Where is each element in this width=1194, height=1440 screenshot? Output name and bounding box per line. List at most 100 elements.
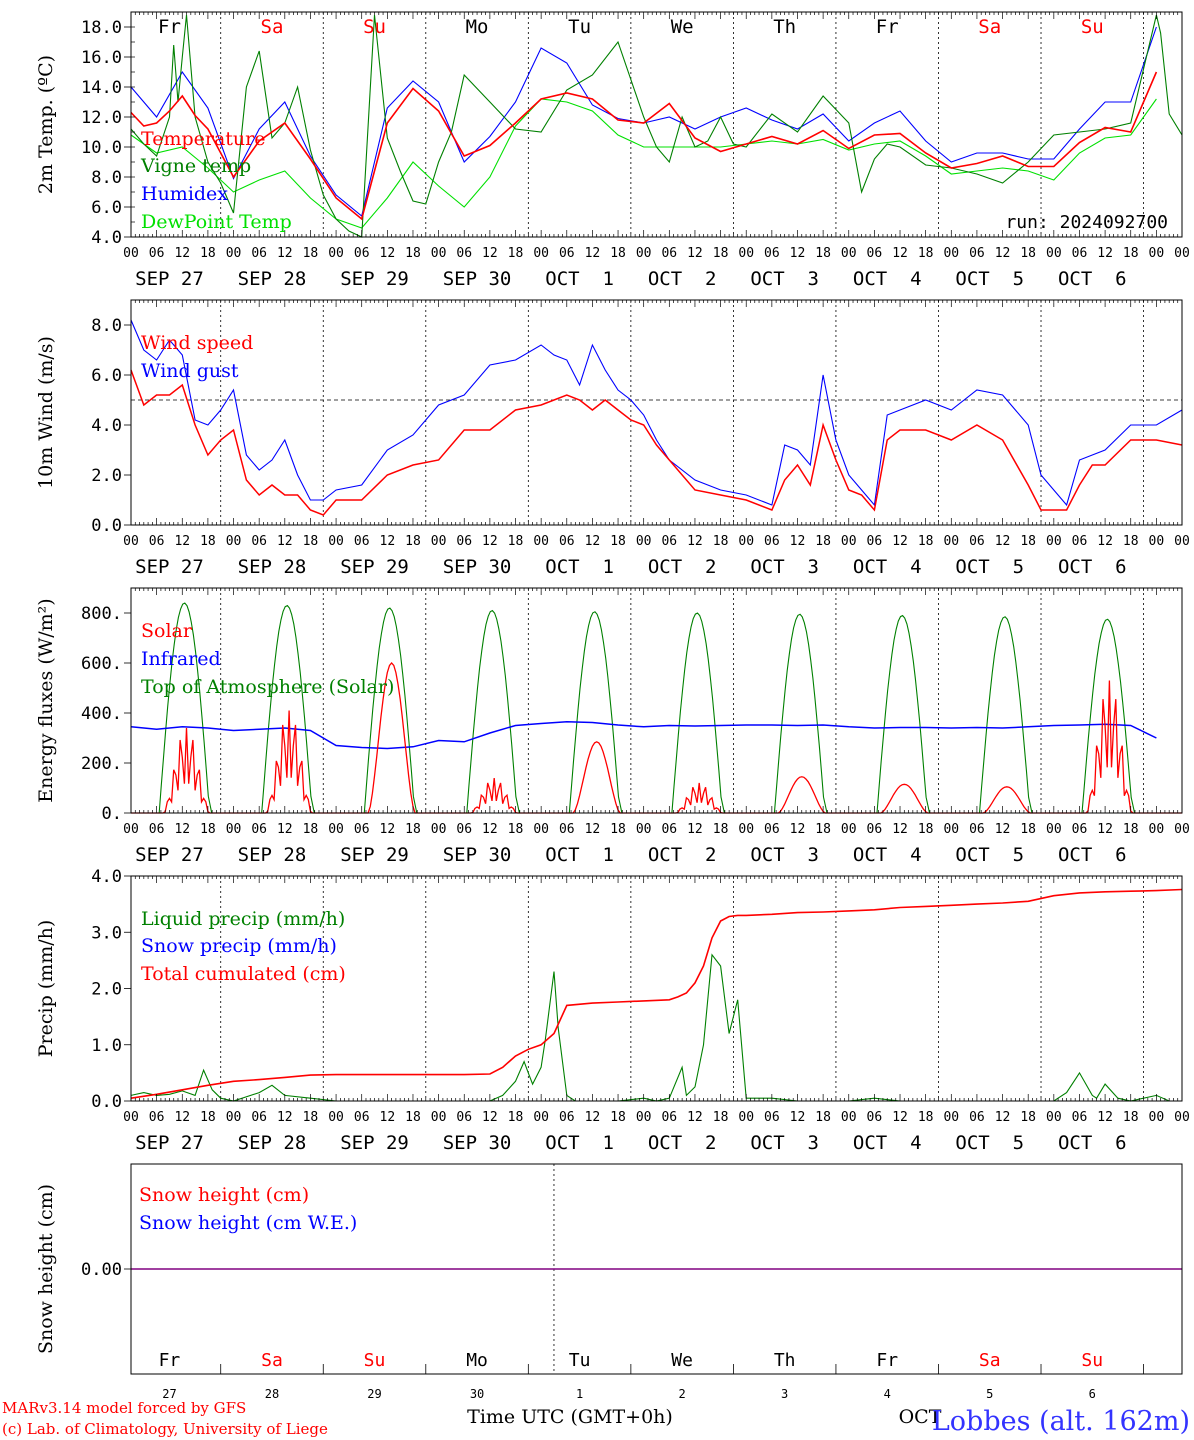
date-label: SEP 27 [135, 556, 204, 578]
hour-tick-label: 18 [1123, 534, 1139, 549]
hour-tick-label: 18 [1020, 246, 1036, 261]
legend-entry: Snow height (cm W.E.) [139, 1212, 357, 1234]
hour-tick-label: 12 [482, 534, 498, 549]
hour-tick-label: 18 [918, 1110, 934, 1125]
hour-tick-label: 18 [610, 822, 626, 837]
date-label: OCT 2 [648, 844, 717, 866]
day-number-label: 2 [679, 1387, 686, 1401]
hour-tick-label: 06 [764, 822, 780, 837]
hour-tick-label: 00 [1046, 534, 1062, 549]
hour-tick-label: 00 [841, 1110, 857, 1125]
hour-tick-label: 12 [892, 246, 908, 261]
hour-tick-label: 18 [815, 534, 831, 549]
hour-tick-label: 00 [1149, 534, 1165, 549]
date-label: OCT 6 [1058, 1132, 1127, 1154]
hour-tick-label: 06 [354, 534, 370, 549]
hour-tick-label: 00 [533, 822, 549, 837]
y-tick-label: 12.0 [81, 108, 122, 128]
hour-tick-label: 06 [149, 1110, 165, 1125]
weekday-label: Su [1081, 1350, 1103, 1371]
hour-tick-label: 00 [533, 534, 549, 549]
hour-tick-label: 12 [585, 1110, 601, 1125]
hour-tick-label: 18 [1020, 1110, 1036, 1125]
hour-tick-label: 06 [1072, 822, 1088, 837]
wind-gust-line [130, 319, 1183, 507]
hour-tick-label: 00 [943, 534, 959, 549]
day-number-label: 1 [576, 1387, 583, 1401]
hour-tick-label: 00 [123, 534, 139, 549]
hour-tick-label: 06 [251, 534, 267, 549]
day-number-label: 30 [470, 1387, 484, 1401]
hour-tick-label: 12 [482, 246, 498, 261]
hour-tick-label: 18 [1123, 246, 1139, 261]
y-tick-label: 6.0 [91, 366, 122, 386]
date-label: SEP 30 [443, 1132, 512, 1154]
date-label: SEP 29 [340, 268, 409, 290]
hour-tick-label: 06 [149, 246, 165, 261]
hour-tick-label: 00 [431, 246, 447, 261]
hour-tick-label: 00 [123, 822, 139, 837]
weekday-label: Sa [261, 1350, 283, 1371]
hour-tick-label: 12 [174, 1110, 190, 1125]
hour-tick-label: 12 [995, 1110, 1011, 1125]
x-axis-title: Time UTC (GMT+0h) [467, 1406, 673, 1428]
panel-frame-1 [130, 11, 1183, 238]
weekday-label: Sa [979, 1350, 1001, 1371]
temperature-line [130, 71, 1158, 221]
date-label: SEP 30 [443, 844, 512, 866]
credit-line-1: MARv3.14 model forced by GFS [2, 1399, 246, 1417]
hour-tick-label: 12 [380, 246, 396, 261]
y-tick-label: 10.0 [81, 138, 122, 158]
hour-tick-label: 18 [815, 822, 831, 837]
legend-entry: Solar [141, 620, 193, 642]
hour-tick-label: 00 [431, 1110, 447, 1125]
hour-tick-label: 00 [1149, 822, 1165, 837]
date-label: OCT 1 [545, 1132, 614, 1154]
day-number-label: 27 [162, 1387, 176, 1401]
hour-tick-label: 12 [892, 534, 908, 549]
hour-tick-label: 06 [149, 822, 165, 837]
hour-tick-label: 18 [918, 534, 934, 549]
vigne-temp-line [130, 14, 1183, 238]
hour-tick-label: 12 [380, 1110, 396, 1125]
y-tick-label: 600. [81, 654, 122, 674]
hour-tick-label: 12 [277, 1110, 293, 1125]
hour-tick-label: 06 [456, 534, 472, 549]
hour-tick-label: 00 [1174, 1110, 1190, 1125]
hour-tick-label: 18 [1123, 1110, 1139, 1125]
hour-tick-label: 12 [585, 822, 601, 837]
legend-entry: Liquid precip (mm/h) [141, 908, 345, 930]
hour-tick-label: 18 [918, 822, 934, 837]
date-label: OCT 1 [545, 268, 614, 290]
weekday-label: Fr [158, 16, 181, 38]
panel-frame-3 [130, 587, 1183, 814]
hour-tick-label: 00 [328, 534, 344, 549]
weekday-label: Fr [876, 1350, 898, 1371]
date-label: SEP 28 [238, 844, 307, 866]
hour-tick-label: 12 [687, 822, 703, 837]
hour-tick-label: 18 [200, 822, 216, 837]
date-label: OCT 4 [853, 1132, 922, 1154]
date-label: OCT 3 [750, 268, 819, 290]
hour-tick-label: 12 [277, 534, 293, 549]
y-tick-label: 0. [102, 804, 122, 824]
hour-tick-label: 12 [174, 534, 190, 549]
weekday-label: Fr [159, 1350, 181, 1371]
hour-tick-label: 12 [585, 246, 601, 261]
hour-tick-label: 06 [867, 246, 883, 261]
y-tick-label: 0.0 [91, 1092, 122, 1112]
date-label: OCT 4 [853, 268, 922, 290]
hour-tick-label: 06 [867, 1110, 883, 1125]
y-tick-label: 4.0 [91, 416, 122, 436]
toa-solar-line [131, 602, 1182, 814]
y-axis-label: 10m Wind (m/s) [35, 336, 57, 489]
date-label: OCT 2 [648, 1132, 717, 1154]
hour-tick-label: 00 [1174, 534, 1190, 549]
y-tick-label: 8.0 [91, 316, 122, 336]
hour-tick-label: 18 [1123, 822, 1139, 837]
hour-tick-label: 06 [661, 534, 677, 549]
hour-tick-label: 00 [1046, 246, 1062, 261]
hour-tick-label: 12 [174, 822, 190, 837]
date-label: OCT 5 [955, 556, 1024, 578]
day-number-label: 6 [1089, 1387, 1096, 1401]
